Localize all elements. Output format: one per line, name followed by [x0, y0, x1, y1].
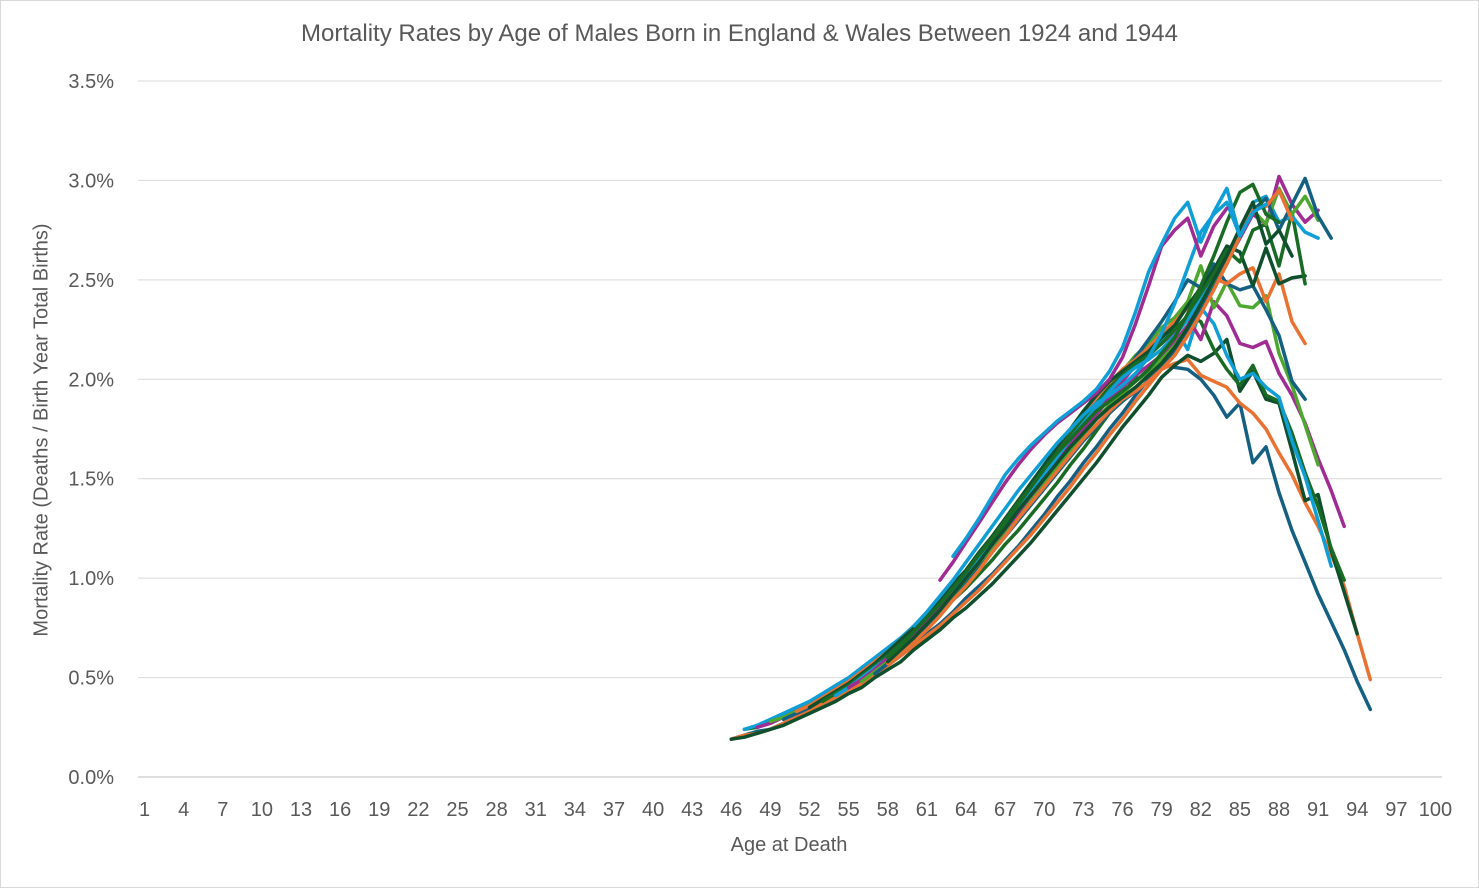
x-tick-label: 4 — [178, 799, 189, 821]
x-tick-label: 85 — [1229, 799, 1251, 821]
y-tick-label: 3.5% — [68, 71, 114, 93]
y-tick-labels: 0.0% 0.5% 1.0% 1.5% 2.0% 2.5% 3.0% 3.5% — [68, 71, 114, 789]
series-lines — [729, 174, 1373, 741]
x-tick-label: 58 — [877, 799, 899, 821]
gridlines — [138, 80, 1442, 778]
x-tick-label: 25 — [446, 799, 468, 821]
series-line-1 — [729, 361, 1373, 741]
x-tick-label: 19 — [368, 799, 390, 821]
x-tick-label: 91 — [1307, 799, 1329, 821]
x-tick-label: 31 — [525, 799, 547, 821]
x-tick-label: 10 — [251, 799, 273, 821]
x-tick-label: 28 — [485, 799, 507, 821]
x-axis-title: Age at Death — [730, 834, 848, 856]
y-tick-label: 1.5% — [68, 469, 114, 491]
y-tick-label: 1.0% — [68, 568, 114, 590]
x-tick-label: 43 — [681, 799, 703, 821]
x-tick-label: 16 — [329, 799, 351, 821]
x-tick-label: 1 — [139, 799, 150, 821]
x-tick-label: 55 — [838, 799, 860, 821]
x-tick-label: 61 — [916, 799, 938, 821]
series-line-21 — [951, 186, 1242, 559]
x-tick-label: 82 — [1190, 799, 1212, 821]
x-tick-label: 34 — [564, 799, 586, 821]
x-tick-label: 79 — [1151, 799, 1173, 821]
x-tick-label: 100 — [1419, 799, 1452, 821]
x-tick-label: 67 — [994, 799, 1016, 821]
y-tick-label: 2.0% — [68, 369, 114, 391]
series-line-20 — [938, 206, 1229, 582]
x-tick-label: 22 — [407, 799, 429, 821]
series-line-18 — [886, 182, 1281, 660]
series-line-3 — [729, 337, 1359, 741]
x-tick-label: 7 — [217, 799, 228, 821]
x-tick-label: 64 — [955, 799, 977, 821]
x-tick-label: 97 — [1385, 799, 1407, 821]
series-line-10 — [807, 244, 1307, 710]
x-tick-label: 52 — [798, 799, 820, 821]
y-tick-label: 0.5% — [68, 668, 114, 690]
x-tick-label: 40 — [642, 799, 664, 821]
x-tick-label: 94 — [1346, 799, 1368, 821]
y-tick-label: 3.0% — [68, 170, 114, 192]
series-line-2 — [729, 357, 1373, 741]
x-tick-label: 13 — [290, 799, 312, 821]
y-tick-label: 0.0% — [68, 767, 114, 789]
y-tick-label: 2.5% — [68, 270, 114, 292]
x-tick-label: 70 — [1033, 799, 1055, 821]
series-line-6 — [755, 299, 1346, 730]
series-line-5 — [742, 305, 1333, 732]
x-tick-label: 88 — [1268, 799, 1290, 821]
x-tick-label: 37 — [603, 799, 625, 821]
x-tick-labels: 1 4 7 10 13 16 19 22 25 28 31 34 37 40 43 46 49 52 55 58 61 6… — [139, 799, 1452, 821]
chart-title: Mortality Rates by Age of Males Born in … — [301, 20, 1178, 47]
series-line-8 — [781, 262, 1307, 722]
x-tick-label: 46 — [720, 799, 742, 821]
x-tick-label: 49 — [759, 799, 781, 821]
x-tick-label: 76 — [1111, 799, 1133, 821]
series-line-17 — [886, 200, 1294, 664]
series-line-16 — [886, 188, 1294, 666]
x-tick-label: 73 — [1072, 799, 1094, 821]
